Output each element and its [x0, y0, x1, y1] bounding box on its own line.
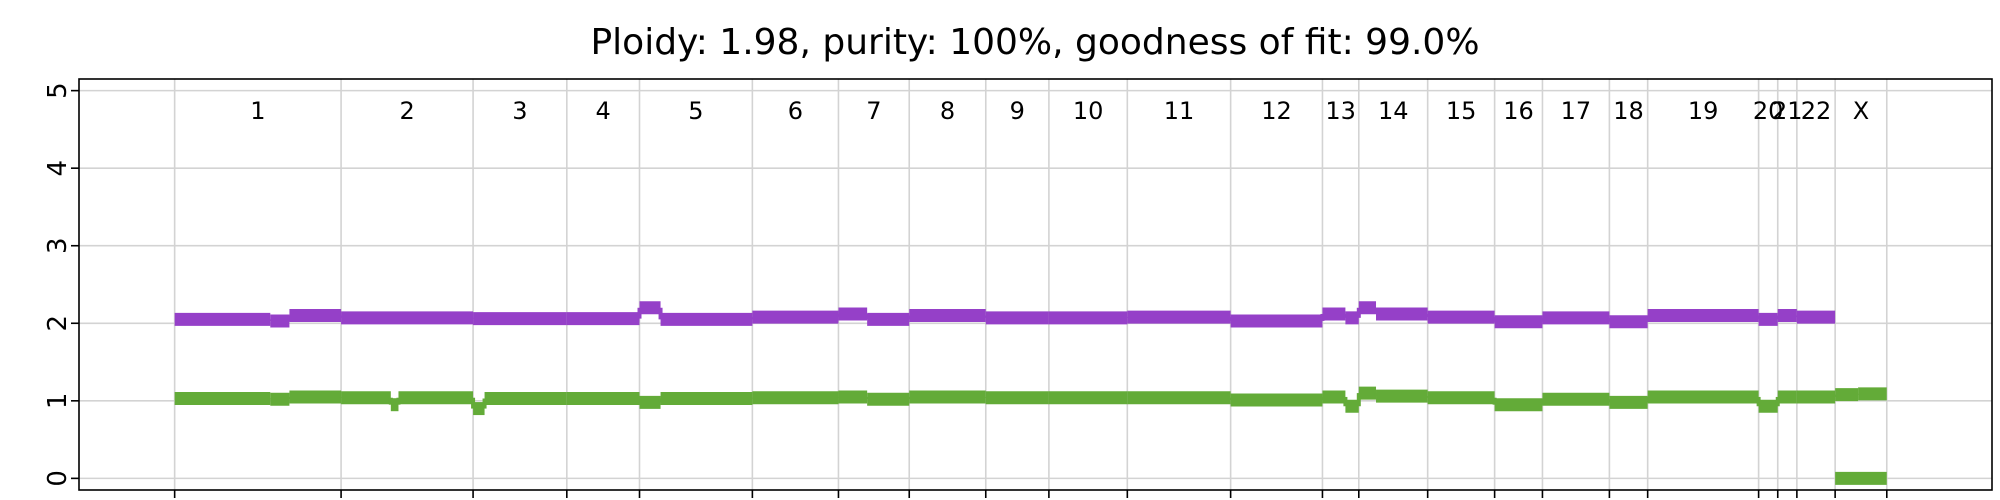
- y-tick-label: 3: [43, 237, 73, 254]
- chromosome-label-1: 1: [250, 97, 265, 125]
- chromosome-label-18: 18: [1613, 97, 1644, 125]
- chromosome-label-8: 8: [940, 97, 955, 125]
- y-tick-label: 0: [43, 470, 73, 487]
- chromosome-label-7: 7: [866, 97, 881, 125]
- y-tick-label: 5: [43, 82, 73, 99]
- grid-layer: [79, 79, 1992, 490]
- chromosome-label-10: 10: [1073, 97, 1104, 125]
- chromosome-label-17: 17: [1561, 97, 1592, 125]
- chromosome-label-13: 13: [1325, 97, 1356, 125]
- chromosome-label-11: 11: [1164, 97, 1195, 125]
- chromosome-label-9: 9: [1010, 97, 1025, 125]
- y-tick-label: 4: [43, 160, 73, 177]
- series-layer: [174, 301, 1887, 485]
- chromosome-label-15: 15: [1446, 97, 1477, 125]
- chromosome-label-16: 16: [1503, 97, 1534, 125]
- chromosome-label-20: 20: [1753, 97, 1784, 125]
- chart-title: Ploidy: 1.98, purity: 100%, goodness of …: [590, 22, 1479, 63]
- chromosome-label-4: 4: [596, 97, 611, 125]
- chromosome-label-2: 2: [399, 97, 414, 125]
- chromosome-label-6: 6: [788, 97, 803, 125]
- series-0: [174, 301, 1836, 329]
- chromosome-label-3: 3: [512, 97, 527, 125]
- y-tick-label: 1: [43, 393, 73, 410]
- chromosome-label-22: 22: [1801, 97, 1832, 125]
- y-tick-label: 2: [43, 315, 73, 332]
- chromosome-label-14: 14: [1378, 97, 1409, 125]
- chromosome-label-X: X: [1853, 97, 1869, 125]
- chromosome-label-5: 5: [688, 97, 703, 125]
- chromosome-label-19: 19: [1688, 97, 1719, 125]
- plot-frame: [78, 78, 1993, 491]
- series-1: [174, 386, 1887, 416]
- chromosome-label-21: 21: [1772, 97, 1803, 125]
- chromosome-label-12: 12: [1261, 97, 1292, 125]
